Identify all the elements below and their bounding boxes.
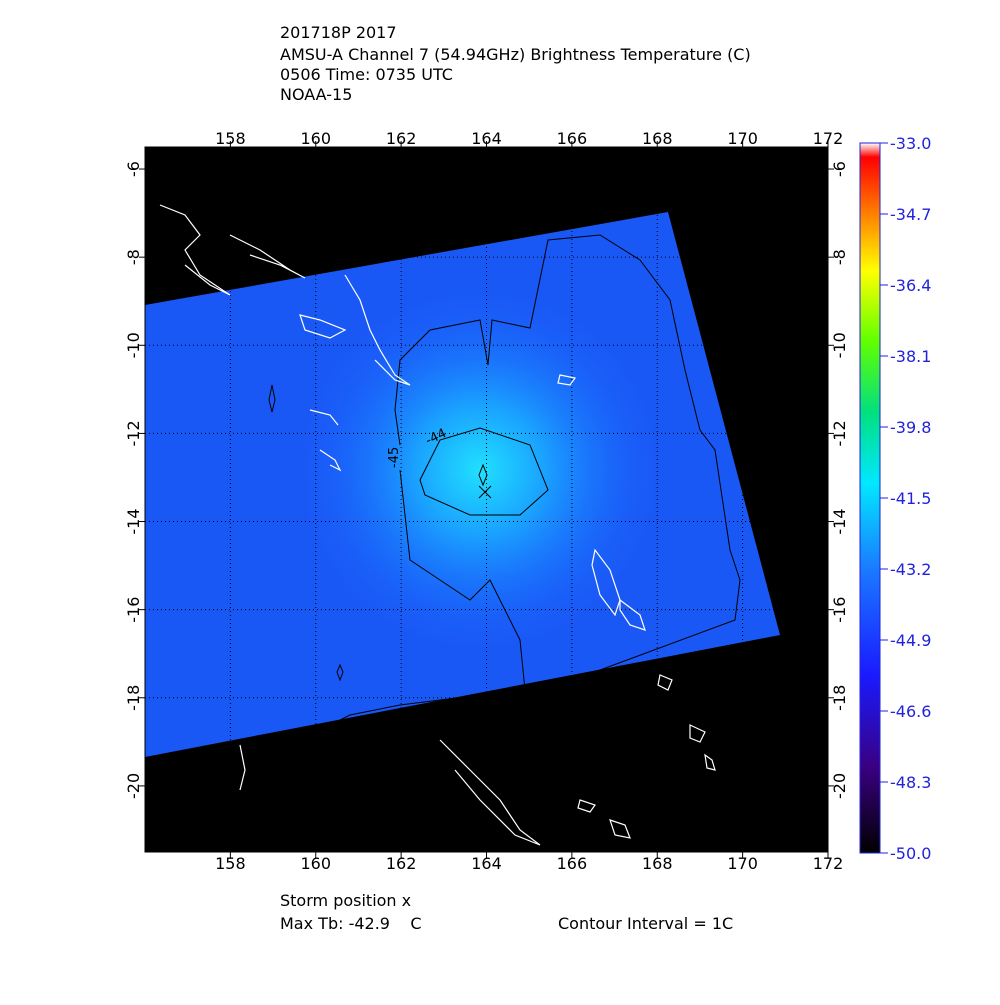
y-tick-label: -14 bbox=[830, 508, 849, 534]
y-tick-label: -12 bbox=[830, 420, 849, 446]
colorbar-label: -38.1 bbox=[890, 347, 931, 366]
y-tick-label: -6 bbox=[124, 161, 143, 177]
x-tick-label: 162 bbox=[386, 129, 417, 148]
colorbar bbox=[859, 142, 881, 854]
storm-note: Storm position x bbox=[280, 891, 411, 910]
x-tick-label: 158 bbox=[215, 129, 246, 148]
y-tick-label: -16 bbox=[830, 597, 849, 623]
colorbar-label: -33.0 bbox=[890, 134, 931, 153]
max-tb: Max Tb: -42.9 C bbox=[280, 914, 421, 933]
x-tick-label: 160 bbox=[300, 129, 331, 148]
coastlines bbox=[159, 204, 716, 846]
y-tick-label: -18 bbox=[124, 685, 143, 711]
y-tick-label: -10 bbox=[124, 332, 143, 358]
y-tick-label: -20 bbox=[830, 773, 849, 799]
x-tick-label: 170 bbox=[727, 854, 758, 873]
colorbar-label: -43.2 bbox=[890, 560, 931, 579]
x-tick-label: 166 bbox=[557, 854, 588, 873]
colorbar-label: -41.5 bbox=[890, 489, 931, 508]
x-tick-label: 168 bbox=[642, 854, 673, 873]
header-line: AMSU-A Channel 7 (54.94GHz) Brightness T… bbox=[280, 45, 751, 64]
y-tick-label: -18 bbox=[830, 685, 849, 711]
x-tick-label: 162 bbox=[386, 854, 417, 873]
y-tick-label: -10 bbox=[830, 332, 849, 358]
y-tick-label: -12 bbox=[124, 420, 143, 446]
y-tick-label: -16 bbox=[124, 597, 143, 623]
y-tick-label: -6 bbox=[830, 161, 849, 177]
y-tick-label: -8 bbox=[124, 249, 143, 265]
colorbar-label: -44.9 bbox=[890, 631, 931, 650]
x-tick-label: 158 bbox=[215, 854, 246, 873]
colorbar-label: -46.6 bbox=[890, 702, 931, 721]
contours bbox=[268, 234, 741, 741]
colorbar-label: -39.8 bbox=[890, 418, 931, 437]
x-tick-label: 170 bbox=[727, 129, 758, 148]
x-tick-label: 160 bbox=[300, 854, 331, 873]
colorbar-label: -34.7 bbox=[890, 205, 931, 224]
header-line: 0506 Time: 0735 UTC bbox=[280, 65, 453, 84]
contour-label: -45 bbox=[387, 447, 402, 468]
colorbar-label: -36.4 bbox=[890, 276, 931, 295]
x-tick-label: 168 bbox=[642, 129, 673, 148]
x-tick-label: 172 bbox=[813, 129, 844, 148]
x-tick-label: 166 bbox=[557, 129, 588, 148]
swath-warm-core bbox=[145, 212, 780, 757]
contour-interval: Contour Interval = 1C bbox=[558, 914, 733, 933]
x-tick-label: 164 bbox=[471, 854, 502, 873]
y-tick-label: -14 bbox=[124, 508, 143, 534]
colorbar-label: -48.3 bbox=[890, 773, 931, 792]
x-tick-label: 172 bbox=[813, 854, 844, 873]
header-line: 201718P 2017 bbox=[280, 23, 397, 42]
y-tick-label: -8 bbox=[830, 249, 849, 265]
header-line: NOAA-15 bbox=[280, 85, 352, 104]
x-tick-label: 164 bbox=[471, 129, 502, 148]
colorbar-label: -50.0 bbox=[890, 844, 931, 863]
storm-marker bbox=[478, 485, 492, 499]
y-tick-label: -20 bbox=[124, 773, 143, 799]
